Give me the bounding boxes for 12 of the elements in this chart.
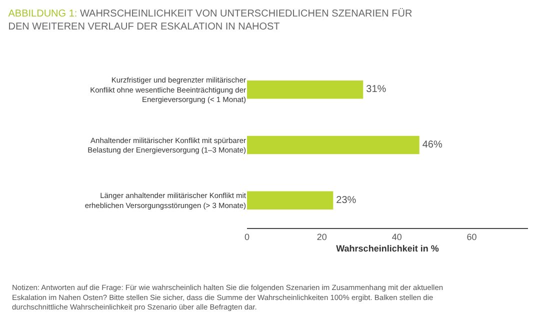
- bar: [247, 80, 364, 99]
- data-label: 46%: [422, 140, 442, 150]
- bar: [247, 191, 334, 210]
- data-label: 23%: [336, 194, 356, 206]
- x-tick-label: 40: [392, 232, 402, 242]
- bar: [247, 136, 420, 154]
- x-tick-label: 60: [466, 232, 477, 242]
- data-label: 31%: [366, 84, 386, 96]
- x-tick-label: 0: [244, 232, 250, 242]
- x-tick-label: 20: [316, 232, 327, 242]
- chart-title: ABBILDUNG 1: WAHRSCHEINLICHKEIT VON UNTERSCHIEDLICHEN SZENARIEN FÜR DEN WEITEREN VERLAUF DER ESKALATION IN NAHOST: [8, 8, 412, 32]
- x-axis-title: Wahrscheinlichkeit in %: [336, 244, 439, 254]
